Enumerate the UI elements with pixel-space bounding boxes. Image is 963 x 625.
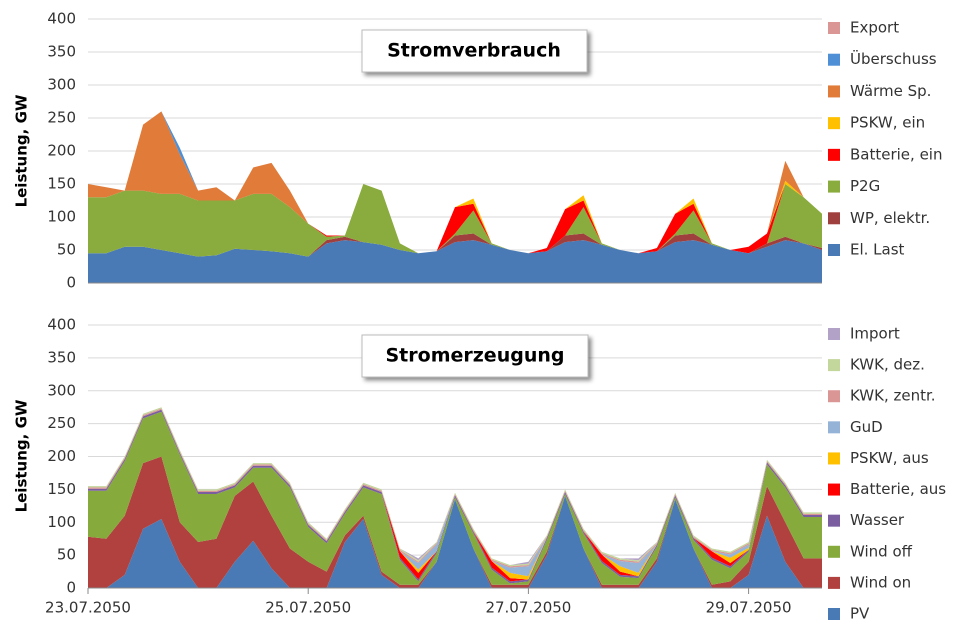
legend-label: PSKW, ein bbox=[850, 114, 925, 132]
legend-swatch bbox=[828, 608, 840, 620]
area bbox=[88, 240, 822, 283]
legend-label: KWK, zentr. bbox=[850, 387, 936, 405]
legend-label: PV bbox=[850, 605, 870, 623]
legend-swatch bbox=[828, 576, 840, 589]
legend-label: Wasser bbox=[850, 511, 905, 529]
y-axis-label: Leistung, GW bbox=[13, 399, 31, 512]
y-tick-label: 250 bbox=[47, 109, 76, 127]
legend-swatch bbox=[828, 180, 840, 193]
chart-title: Stromverbrauch bbox=[387, 40, 561, 62]
legend-label: Batterie, ein bbox=[850, 145, 942, 163]
legend-label: El. Last bbox=[850, 241, 905, 259]
legend-swatch bbox=[828, 390, 840, 403]
y-tick-label: 300 bbox=[47, 381, 76, 399]
legend-swatch bbox=[828, 452, 840, 465]
legend-label: Export bbox=[850, 19, 899, 37]
legend-swatch bbox=[828, 117, 840, 130]
legend-swatch bbox=[828, 545, 840, 558]
title-box bbox=[361, 334, 589, 378]
y-tick-label: 250 bbox=[47, 414, 76, 432]
y-tick-label: 350 bbox=[47, 348, 76, 366]
area bbox=[88, 233, 822, 257]
area bbox=[88, 111, 822, 254]
y-tick-label: 150 bbox=[47, 480, 76, 498]
plots: 0 50 100 150 200 250 300 350 400 El. Last WP, elek… bbox=[45, 10, 946, 623]
legend-label: Wind on bbox=[850, 573, 911, 591]
area bbox=[88, 411, 822, 585]
legend-label: Wärme Sp. bbox=[850, 82, 931, 100]
y-tick-label: 100 bbox=[47, 513, 76, 531]
area bbox=[88, 184, 822, 254]
legend-label: KWK, dez. bbox=[850, 356, 925, 374]
x-tick-label: 27.07.2050 bbox=[485, 599, 571, 617]
x-tick-label: 23.07.2050 bbox=[45, 599, 131, 617]
legend-label: P2G bbox=[850, 177, 880, 195]
legend-swatch bbox=[828, 212, 840, 225]
x-tick-label: 29.07.2050 bbox=[706, 599, 792, 617]
y-tick-label: 100 bbox=[47, 208, 76, 226]
legend-label: Überschuss bbox=[850, 49, 937, 68]
chart-title: Stromerzeugung bbox=[386, 345, 565, 367]
y-tick-label: 200 bbox=[47, 142, 76, 160]
y-tick-label: 0 bbox=[66, 274, 76, 292]
legend-label: Batterie, aus bbox=[850, 480, 946, 498]
legend-swatch bbox=[828, 328, 840, 340]
area bbox=[88, 456, 822, 588]
legend-label: PSKW, aus bbox=[850, 449, 929, 467]
legend-swatch bbox=[828, 514, 840, 527]
y-tick-label: 50 bbox=[57, 241, 76, 259]
legend-swatch bbox=[828, 421, 840, 434]
legend-swatch bbox=[828, 244, 840, 256]
legend-label: Wind off bbox=[850, 542, 913, 560]
legend-swatch bbox=[828, 359, 840, 372]
legend-label: WP, elektr. bbox=[850, 209, 930, 227]
y-tick-label: 150 bbox=[47, 175, 76, 193]
area bbox=[88, 409, 822, 584]
area bbox=[88, 184, 822, 257]
y-tick-label: 350 bbox=[47, 43, 76, 61]
legend-label: GuD bbox=[850, 418, 883, 436]
y-tick-label: 0 bbox=[66, 579, 76, 597]
y-tick-label: 200 bbox=[47, 447, 76, 465]
legend-swatch bbox=[828, 85, 840, 98]
title-box bbox=[361, 29, 588, 73]
y-tick-label: 300 bbox=[47, 76, 76, 94]
y-tick-label: 400 bbox=[47, 10, 76, 28]
legend-swatch bbox=[828, 148, 840, 161]
legend-swatch bbox=[828, 53, 840, 66]
legend-label: Import bbox=[850, 325, 900, 343]
y-tick-label: 50 bbox=[57, 546, 76, 564]
x-tick-label: 25.07.2050 bbox=[265, 599, 351, 617]
y-tick-label: 400 bbox=[47, 316, 76, 334]
y-axis-label: Leistung, GW bbox=[13, 94, 31, 207]
area bbox=[88, 495, 822, 588]
legend-swatch bbox=[828, 22, 840, 34]
legend-swatch bbox=[828, 483, 840, 496]
